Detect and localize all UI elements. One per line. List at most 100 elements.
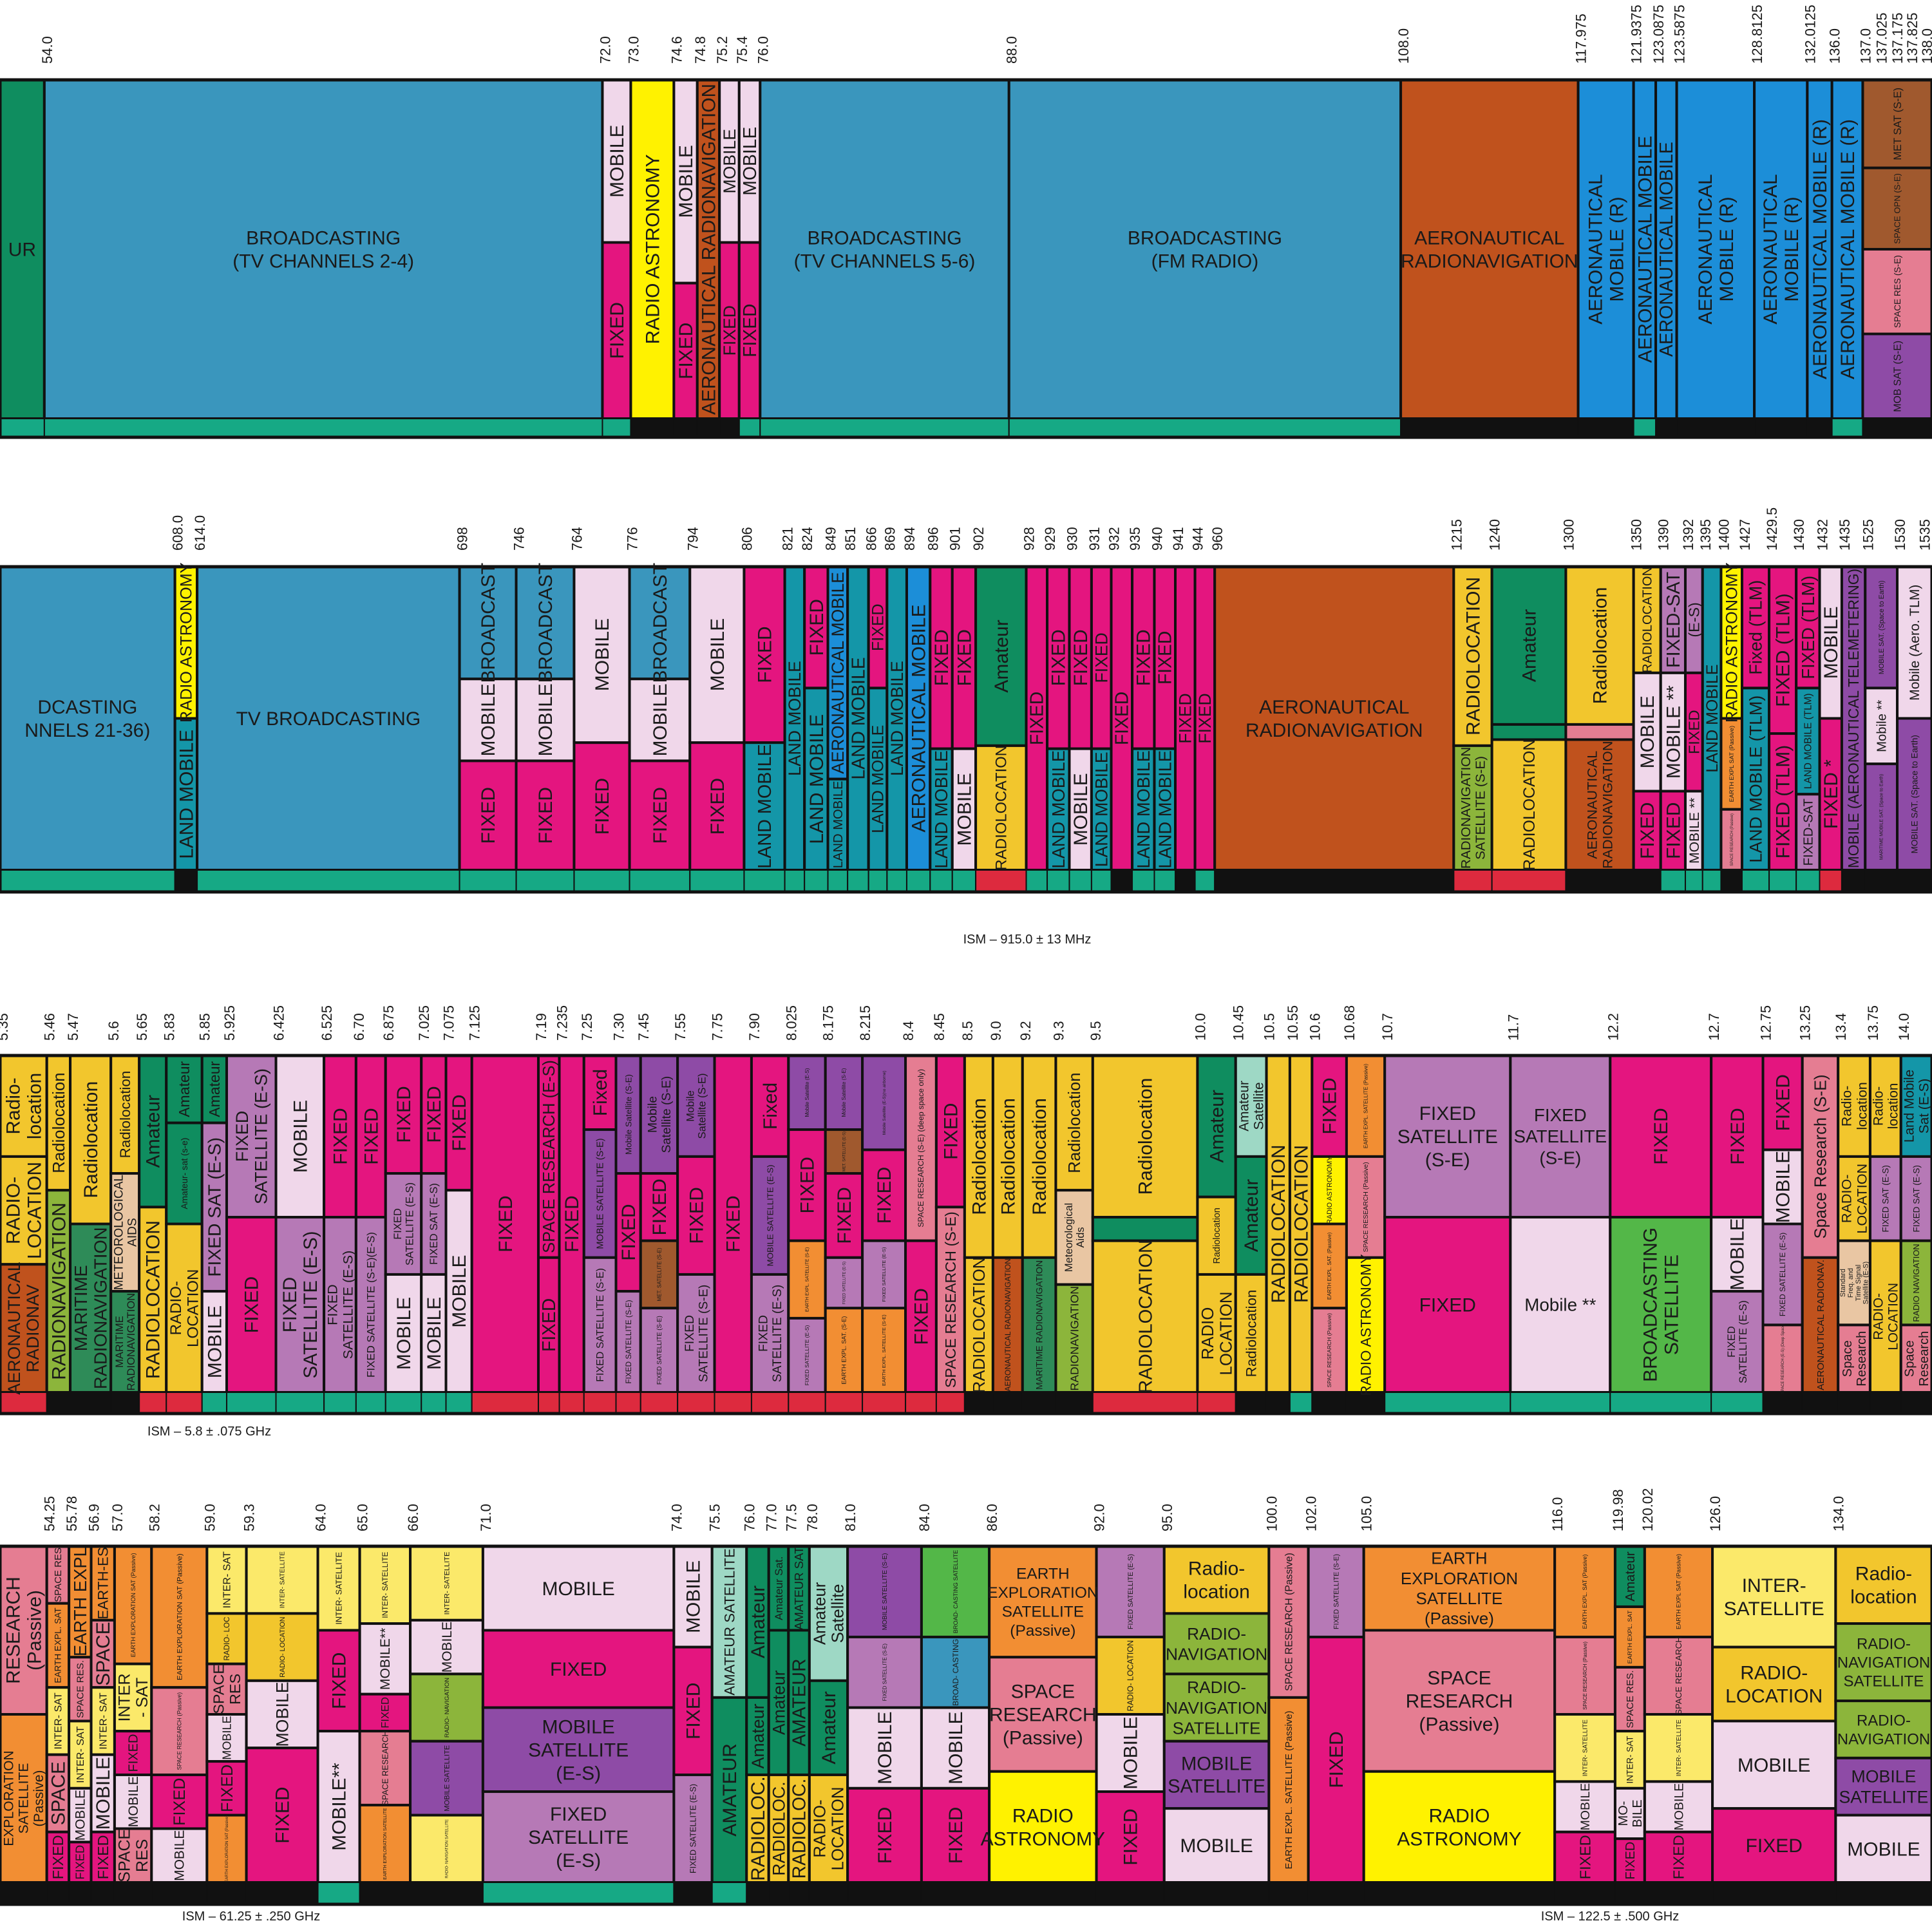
band-label: FIXED: [325, 1284, 341, 1325]
band-label: MOBILE: [1821, 606, 1842, 679]
frequency-label: 1429.5: [1764, 507, 1780, 551]
frequency-label: 119.98: [1610, 1489, 1626, 1531]
band-label: RADIO- LOCATION: [1126, 1640, 1135, 1711]
band-label: MOBILE: [707, 618, 728, 691]
ism-label: ISM – 122.5 ± .500 GHz: [1541, 1909, 1679, 1924]
frequency-label: 58.2: [146, 1504, 162, 1531]
service-strip: [1565, 869, 1634, 893]
frequency-label: 931: [1086, 527, 1103, 551]
band-label: RADIOLOCATION: [1291, 1145, 1312, 1303]
service-strip: [1801, 1392, 1839, 1414]
service-strip: [0, 1392, 48, 1414]
band-label: FIXED SAT (E-S): [428, 1183, 440, 1265]
band-label: FIXED (TLM): [1773, 745, 1794, 859]
service-strip: [1090, 869, 1112, 893]
service-strip: [1712, 1882, 1837, 1905]
band-label: FIXED: [1048, 629, 1070, 686]
band-label: LAND MOBILE (TLM): [1803, 693, 1814, 789]
band-label: RADIO-: [1871, 1293, 1886, 1340]
band-label: AERONAUTICAL: [1584, 751, 1600, 859]
band-label: SATELLITE: [17, 1763, 32, 1834]
band-label: FIXED: [95, 1835, 111, 1879]
band-label: Radio-: [1188, 1558, 1245, 1580]
band-label: FIXED: [592, 778, 613, 835]
band-label: BROAD- CASTING SATELLITE: [952, 1550, 959, 1634]
band-label: FIXED: [683, 1315, 697, 1352]
frequency-label: 59.3: [242, 1504, 258, 1531]
band-label: Meteorological: [1063, 1203, 1075, 1272]
band-label: Satellite: [1251, 1082, 1266, 1130]
band-label: SATELLITE: [1173, 1718, 1261, 1738]
band-label: Amateur: [811, 1582, 829, 1645]
band-label: LAND MOBILE: [1155, 750, 1175, 869]
band-label: RADIO-: [1857, 1636, 1911, 1653]
service-strip: [808, 1882, 849, 1905]
service-strip: [1633, 869, 1662, 893]
band-label: (S-E): [1539, 1148, 1581, 1168]
band-label: MOBILE: [676, 145, 697, 218]
service-strip: [1701, 869, 1722, 893]
frequency-label: 13.25: [1797, 1005, 1814, 1041]
service-strip: [1660, 869, 1686, 893]
frequency-label: 10.7: [1379, 1013, 1396, 1041]
service-strip: [1453, 869, 1493, 893]
band-label: (Passive): [1419, 1714, 1499, 1736]
band-label: Mobile (Aero. TLM): [1908, 585, 1922, 701]
band-label: Satellite (E-S): [1862, 1262, 1870, 1305]
band-label: FIXED: [393, 1086, 415, 1142]
service-strip: [1819, 869, 1842, 893]
band-label: SPACE: [93, 1622, 114, 1685]
band-label: Mobile Satellite (E-S): [804, 1068, 810, 1117]
band-segment: [481, 1790, 676, 1884]
band-label: FIXED: [1092, 632, 1112, 683]
frequency-label: 8.45: [931, 1013, 947, 1041]
band-label: FIXED: [720, 305, 739, 355]
frequency-label: 74.6: [668, 36, 685, 64]
band-label: Amateur- sat (s-e): [180, 1137, 189, 1209]
frequency-label: 116.0: [1549, 1497, 1566, 1531]
band-label: RESEARCH: [3, 1577, 24, 1684]
frequency-label: 117.975: [1573, 14, 1589, 64]
band-label: location: [24, 1073, 45, 1139]
service-strip: [847, 869, 869, 893]
band-segment: [45, 1189, 72, 1394]
band-label: FIXED: [940, 1103, 961, 1159]
service-strip: [804, 869, 829, 893]
band-label: Radio-: [1839, 1086, 1855, 1127]
band-label: BROADCASTING: [246, 228, 401, 249]
band-label: SATELLITE (E-S): [252, 1068, 271, 1204]
band-label: AERONAUTICAL: [1414, 228, 1564, 249]
service-strip: [110, 1392, 140, 1414]
band-label: (E-S): [556, 1763, 601, 1784]
frequency-label: 84.0: [916, 1504, 933, 1531]
band-label: MOBILE: [875, 1712, 896, 1785]
band-label: MO-: [1616, 1801, 1631, 1826]
frequency-label: 13.4: [1833, 1013, 1849, 1041]
band-label: Amateur: [769, 1670, 788, 1735]
band-label: AERONAUTICAL MOBILE (R): [1837, 119, 1859, 379]
band-label: Space Research (S-E): [1812, 1074, 1830, 1238]
band-label: RADIO-: [3, 1177, 24, 1244]
band-label: EARTH EXPL SAT (Passive): [1728, 726, 1735, 802]
band-label: FIXED: [1746, 1835, 1803, 1857]
band-segment: [601, 241, 632, 420]
band-label: MOBILE SATELLITE: [443, 1745, 451, 1812]
band-label: FIXED: [1027, 692, 1047, 745]
band-label: SATELLITE (S-E): [1473, 756, 1488, 860]
band-label: SPACE RESEARCH (E-S) (Deep Space): [1781, 1323, 1785, 1394]
band-label: FIXED: [562, 1195, 583, 1252]
band-label: RADIONAVIGATION: [1245, 720, 1423, 741]
band-label: MOBILE (AERONAUTICAL TELEMETERING): [1845, 569, 1862, 868]
band-label: RADIOLOCATION: [1268, 1144, 1289, 1303]
service-strip: [573, 869, 630, 893]
frequency-label: 137.825: [1904, 12, 1920, 64]
service-strip: [788, 1882, 810, 1905]
band-label: FIXED: [686, 1187, 707, 1244]
frequency-label: 59.0: [202, 1504, 218, 1531]
band-segment: [205, 1662, 248, 1716]
band-segment: [420, 1172, 448, 1276]
band-segment: [90, 1753, 116, 1833]
band-segment: [1162, 1739, 1271, 1810]
band-label: (Passive): [1425, 1610, 1494, 1628]
band-segment: [1091, 1054, 1199, 1219]
